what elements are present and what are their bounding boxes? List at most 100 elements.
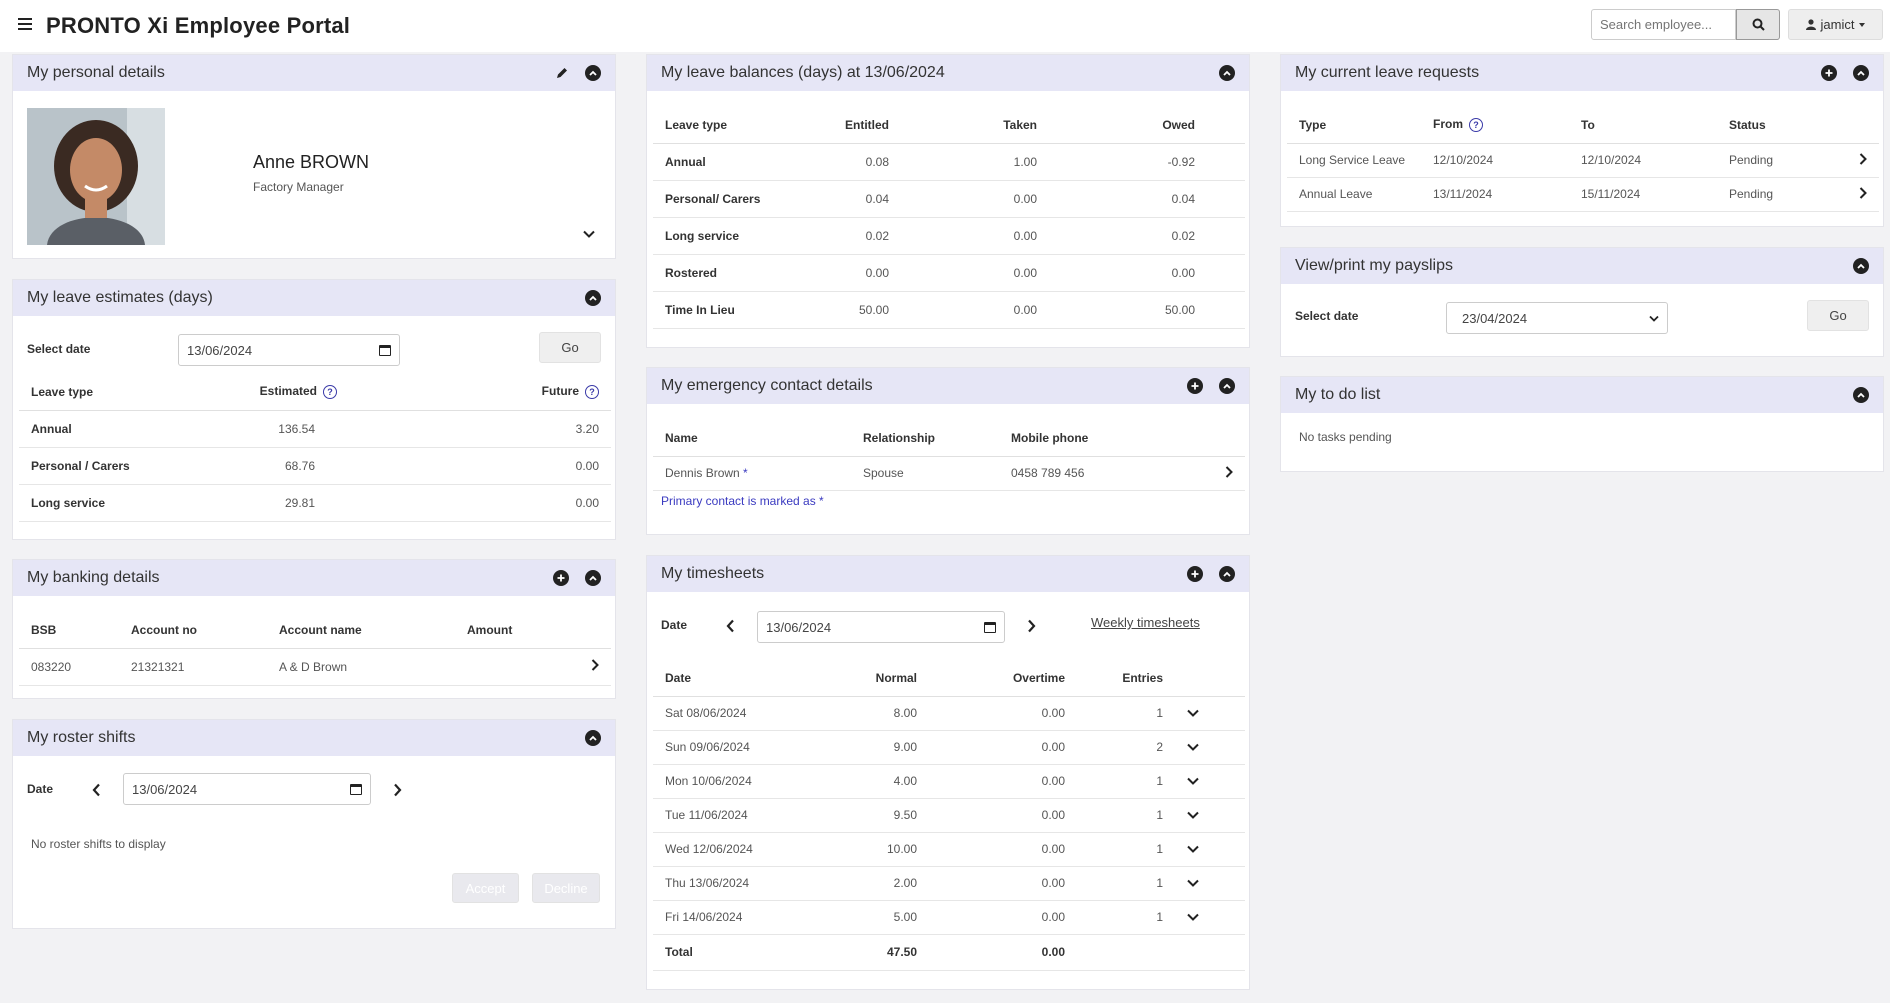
chevron-down-icon[interactable]	[1175, 696, 1245, 731]
table-row[interactable]: Tue 11/06/2024 9.50 0.00 1	[653, 798, 1245, 833]
weekly-timesheets-link[interactable]: Weekly timesheets	[1091, 615, 1200, 630]
help-icon[interactable]: ?	[323, 385, 337, 400]
collapse-icon[interactable]	[1219, 566, 1235, 582]
table-row[interactable]: Mon 10/06/2024 4.00 0.00 1	[653, 764, 1245, 799]
cell-mobile: 0458 789 456	[999, 456, 1213, 491]
cell-entries: 1	[1077, 798, 1175, 833]
cell-taken: 0.00	[901, 217, 1049, 255]
column-header: Status	[1717, 107, 1847, 144]
collapse-icon[interactable]	[1853, 387, 1869, 403]
cell-to: 12/10/2024	[1569, 143, 1717, 178]
collapse-icon[interactable]	[1219, 378, 1235, 394]
edit-icon[interactable]	[555, 66, 569, 80]
accept-button[interactable]: Accept	[452, 873, 519, 903]
prev-date-icon[interactable]	[726, 619, 735, 633]
cell-relationship: Spouse	[851, 456, 999, 491]
panel-title: My roster shifts	[27, 729, 136, 746]
date-label: Date	[27, 782, 54, 796]
table-row[interactable]: Annual Leave 13/11/2024 15/11/2024 Pendi…	[1287, 177, 1879, 212]
timesheet-date-input[interactable]: 13/06/2024	[757, 611, 1005, 643]
chevron-down-icon[interactable]	[1175, 900, 1245, 935]
add-icon[interactable]	[1187, 378, 1203, 394]
help-icon[interactable]: ?	[1469, 118, 1483, 133]
calendar-icon[interactable]	[379, 344, 391, 356]
go-button[interactable]: Go	[1807, 300, 1869, 331]
panel-header: My to do list	[1281, 377, 1883, 413]
table-row[interactable]: Sat 08/06/2024 8.00 0.00 1	[653, 696, 1245, 731]
calendar-icon[interactable]	[350, 783, 362, 795]
cell-future: 0.00	[349, 484, 611, 522]
collapse-icon[interactable]	[585, 730, 601, 746]
collapse-icon[interactable]	[1219, 65, 1235, 81]
expand-icon[interactable]	[583, 230, 595, 238]
collapse-icon[interactable]	[585, 570, 601, 586]
go-button[interactable]: Go	[539, 332, 601, 363]
add-icon[interactable]	[553, 570, 569, 586]
next-date-icon[interactable]	[393, 783, 402, 797]
cell-leave-type: Rostered	[653, 254, 833, 292]
cell-date: Sun 09/06/2024	[653, 730, 803, 765]
table-row[interactable]: Long Service Leave 12/10/2024 12/10/2024…	[1287, 143, 1879, 178]
chevron-down-icon[interactable]	[1175, 764, 1245, 799]
next-date-icon[interactable]	[1027, 619, 1036, 633]
chevron-down-icon[interactable]	[1175, 832, 1245, 867]
panel-header: My current leave requests	[1281, 55, 1883, 91]
chevron-right-icon[interactable]	[579, 648, 611, 686]
cell-amount	[455, 648, 579, 686]
panel-title: My current leave requests	[1295, 64, 1480, 81]
add-icon[interactable]	[1821, 65, 1837, 81]
cell-entitled: 0.08	[833, 143, 901, 181]
cell-entitled: 50.00	[833, 291, 901, 329]
collapse-icon[interactable]	[585, 65, 601, 81]
roster-date-input[interactable]: 13/06/2024	[123, 773, 371, 805]
chevron-down-icon[interactable]	[1175, 730, 1245, 765]
cell-bsb: 083220	[19, 648, 119, 686]
decline-button[interactable]: Decline	[532, 873, 600, 903]
cell-entries: 1	[1077, 900, 1175, 935]
column-header: Entries	[1077, 660, 1175, 697]
total-spacer	[1077, 934, 1175, 971]
cell-future: 3.20	[349, 410, 611, 448]
prev-date-icon[interactable]	[92, 783, 101, 797]
table-row[interactable]: Dennis Brown * Spouse 0458 789 456	[653, 456, 1245, 491]
chevron-right-icon[interactable]	[1213, 456, 1245, 491]
collapse-icon[interactable]	[585, 290, 601, 306]
menu-icon[interactable]	[18, 18, 32, 31]
chevron-down-icon[interactable]	[1175, 798, 1245, 833]
banking-table: BSB Account no Account name Amount 08322…	[19, 612, 611, 686]
chevron-right-icon[interactable]	[1847, 177, 1879, 212]
payslip-date-select[interactable]: 23/04/2024	[1446, 302, 1668, 334]
chevron-right-icon[interactable]	[1847, 143, 1879, 178]
add-icon[interactable]	[1187, 566, 1203, 582]
table-row[interactable]: Wed 12/06/2024 10.00 0.00 1	[653, 832, 1245, 867]
table-row[interactable]: Thu 13/06/2024 2.00 0.00 1	[653, 866, 1245, 901]
cell-owed: -0.92	[1049, 143, 1245, 181]
estimate-date-input[interactable]: 13/06/2024	[178, 334, 400, 366]
employee-role: Factory Manager	[253, 180, 344, 194]
cell-from: 12/10/2024	[1421, 143, 1569, 178]
cell-type: Annual Leave	[1287, 177, 1421, 212]
cell-owed: 0.04	[1049, 180, 1245, 218]
user-menu-button[interactable]: jamict	[1788, 9, 1883, 40]
cell-leave-type: Annual	[19, 410, 239, 448]
chevron-down-icon[interactable]	[1175, 866, 1245, 901]
panel-header: My leave balances (days) at 13/06/2024	[647, 55, 1249, 91]
search-button[interactable]	[1736, 9, 1780, 40]
date-value: 13/06/2024	[187, 342, 253, 358]
calendar-icon[interactable]	[984, 621, 996, 633]
table-row[interactable]: Fri 14/06/2024 5.00 0.00 1	[653, 900, 1245, 935]
leave-estimates-table: Leave type Estimated? Future? Annual 136…	[19, 374, 611, 522]
select-date-label: Select date	[1295, 309, 1359, 323]
help-icon[interactable]: ?	[585, 385, 599, 400]
app-title: PRONTO Xi Employee Portal	[46, 13, 351, 38]
collapse-icon[interactable]	[1853, 258, 1869, 274]
empty-message: No roster shifts to display	[31, 837, 166, 851]
cell-from: 13/11/2024	[1421, 177, 1569, 212]
search-input[interactable]	[1591, 9, 1736, 40]
empty-message: No tasks pending	[1299, 430, 1392, 444]
collapse-icon[interactable]	[1853, 65, 1869, 81]
banking-details-panel: My banking details BSB Account no Accoun…	[12, 559, 616, 699]
column-header: Overtime	[929, 660, 1077, 697]
table-row[interactable]: 083220 21321321 A & D Brown	[19, 648, 611, 686]
table-row[interactable]: Sun 09/06/2024 9.00 0.00 2	[653, 730, 1245, 765]
